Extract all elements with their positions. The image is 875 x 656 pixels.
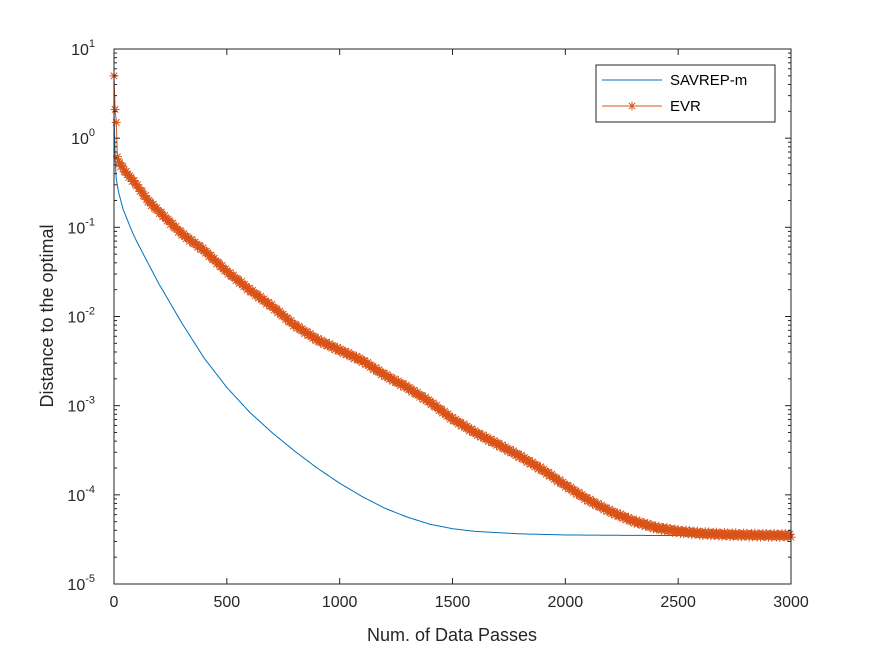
- marker-point: [111, 117, 121, 127]
- legend-marker-evr: [627, 101, 637, 111]
- axes-box: [113, 48, 792, 585]
- y-tick-label: 10-5: [67, 573, 95, 594]
- marker-point: [302, 327, 312, 337]
- y-tick-label: 10-2: [67, 306, 95, 327]
- x-tick-label: 500: [213, 594, 240, 611]
- x-tick-label: 3000: [773, 594, 809, 611]
- y-tick-label: 10-3: [67, 395, 95, 416]
- x-tick-label: 0: [110, 594, 119, 611]
- plot-area: [114, 49, 791, 584]
- x-tick-label: 1500: [435, 594, 471, 611]
- x-axis-label: Num. of Data Passes: [367, 625, 537, 645]
- x-tick-label: 2000: [548, 594, 584, 611]
- legend-label-savrep-m: SAVREP-m: [670, 72, 747, 89]
- series-evr: [109, 71, 796, 542]
- y-tick-label: 10-4: [67, 484, 95, 505]
- y-tick-label: 100: [71, 127, 95, 148]
- x-tick-label: 2500: [660, 594, 696, 611]
- y-tick-label: 10-1: [67, 216, 95, 237]
- ticks-layer: 0 500 1000 1500 2000 2500 3000 10-5 10-4 10-3 10-2…: [67, 38, 808, 611]
- legend: SAVREP-m EVR: [595, 64, 776, 123]
- x-tick-label: 1000: [322, 594, 358, 611]
- legend-box: [595, 64, 776, 123]
- legend-star-marker: [627, 101, 637, 111]
- series-layer: [109, 71, 796, 542]
- y-axis-label: Distance to the optimal: [37, 224, 57, 407]
- marker-point: [110, 104, 120, 114]
- y-tick-label: 101: [71, 38, 95, 59]
- markers-evr: [109, 71, 796, 542]
- legend-label-evr: EVR: [670, 98, 701, 115]
